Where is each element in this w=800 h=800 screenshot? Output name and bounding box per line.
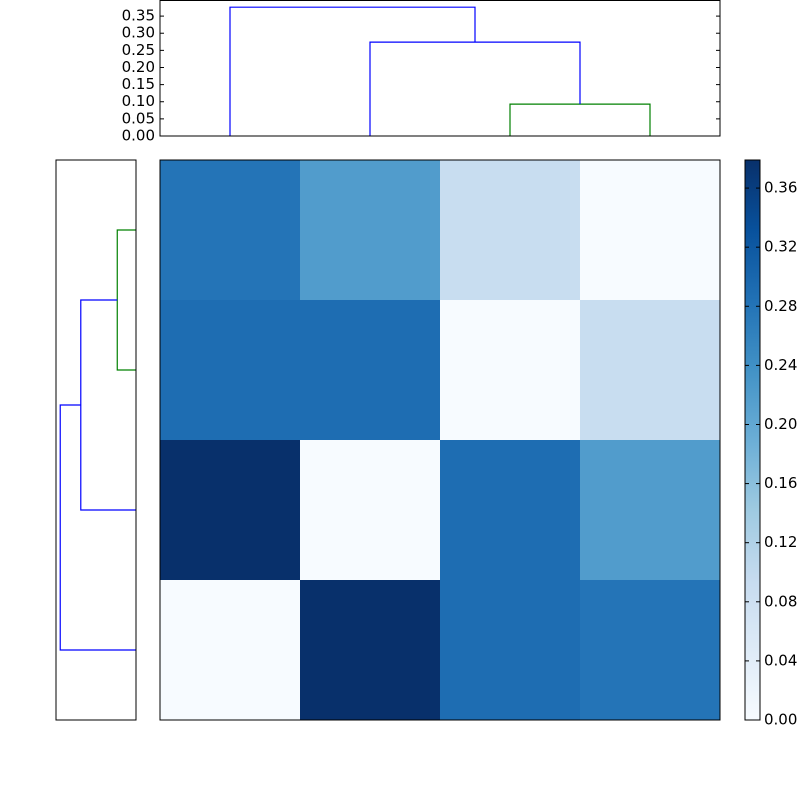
heatmap-cell — [440, 300, 581, 441]
colorbar-tick-label: 0.12 — [764, 533, 797, 551]
heatmap-cell — [300, 580, 441, 721]
colorbar — [745, 160, 760, 720]
dendrogram-link — [509, 103, 651, 136]
colorbar-tick-label: 0.36 — [764, 179, 797, 197]
heatmap-cell — [300, 440, 441, 581]
colorbar-tick-label: 0.00 — [764, 711, 797, 729]
colorbar-tick-label: 0.32 — [764, 238, 797, 256]
heatmap-cell — [300, 300, 441, 441]
heatmap-cell — [580, 580, 721, 721]
heatmap-cell — [160, 160, 301, 301]
heatmap-cell — [160, 580, 301, 721]
heatmap-cell — [580, 160, 721, 301]
heatmap-cell — [580, 300, 721, 441]
colorbar-tick-label: 0.20 — [764, 415, 797, 433]
dendrogram-frame — [159, 0, 721, 137]
dendrogram-frame — [55, 159, 137, 721]
colorbar-tick-label: 0.24 — [764, 356, 797, 374]
heatmap-cell — [300, 160, 441, 301]
heatmap-cell — [440, 440, 581, 581]
dendrogram-link — [80, 299, 136, 511]
colorbar-frame — [744, 159, 761, 721]
heatmap-cell — [160, 300, 301, 441]
y-tick-label: 0.15 — [122, 75, 155, 93]
heatmap-frame — [159, 159, 721, 721]
heatmap-cell — [580, 440, 721, 581]
colorbar-tick-label: 0.04 — [764, 651, 797, 669]
dendrogram-link — [369, 41, 581, 136]
dendrogram-link — [229, 6, 476, 136]
y-tick-label: 0.30 — [122, 24, 155, 42]
colorbar-tick-label: 0.08 — [764, 592, 797, 610]
y-tick-label: 0.05 — [122, 109, 155, 127]
y-tick-label: 0.25 — [122, 41, 155, 59]
y-tick-label: 0.20 — [122, 58, 155, 76]
y-tick-label: 0.10 — [122, 92, 155, 110]
heatmap-cell — [440, 160, 581, 301]
heatmap-cell — [160, 440, 301, 581]
y-tick-label: 0.00 — [122, 127, 155, 145]
dendrogram-link — [59, 404, 136, 651]
dendrogram-link — [116, 229, 136, 371]
heatmap-cell — [440, 580, 581, 721]
colorbar-tick-label: 0.16 — [764, 474, 797, 492]
colorbar-tick-label: 0.28 — [764, 297, 797, 315]
y-tick-label: 0.35 — [122, 7, 155, 25]
